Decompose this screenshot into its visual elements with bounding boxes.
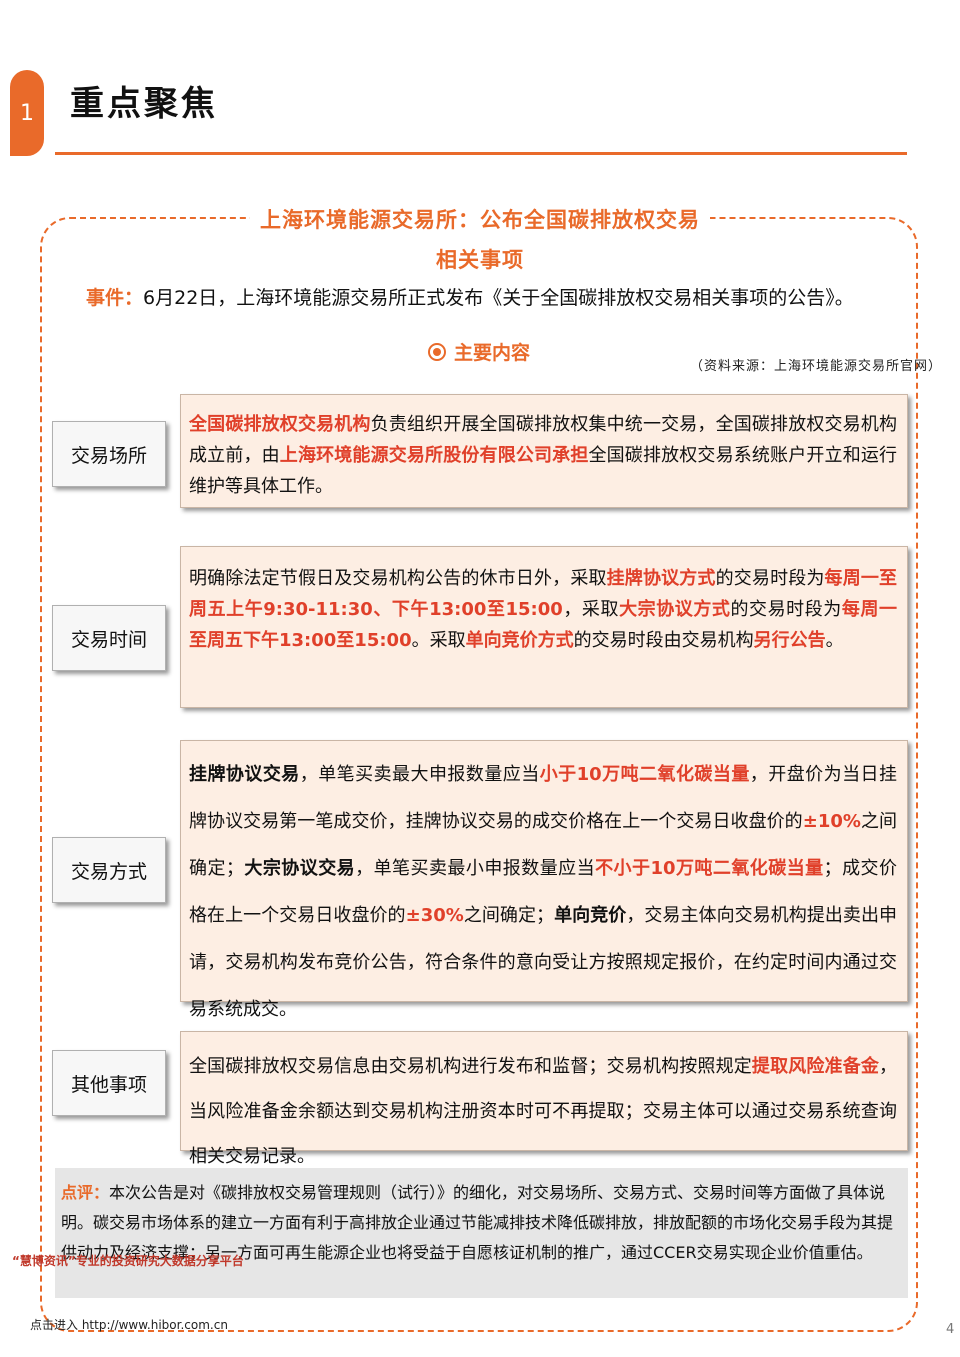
bold-text: 挂牌协议交易: [189, 764, 300, 785]
event-text: 6月22日，上海环境能源交易所正式发布《关于全国碳排放权交易相关事项的公告》。: [143, 287, 854, 309]
main-content-heading: 主要内容: [428, 338, 530, 365]
target-bullet-icon: [428, 342, 446, 361]
section-title: 重点聚焦: [70, 84, 218, 124]
highlight-text: 大宗协议方式: [619, 599, 731, 620]
body-text: 的交易时段为: [730, 599, 842, 620]
highlight-text: 每周一至周五下午13:00至15:00: [189, 599, 898, 651]
panel-title: 上海环境能源交易所：公布全国碳排放权交易相关事项: [250, 200, 710, 280]
footer-link[interactable]: 点击进入 http://www.hibor.com.cn: [30, 1318, 228, 1332]
highlight-text: 不小于10万吨二氧化碳当量: [595, 858, 824, 879]
row-content-time: 明确除法定节假日及交易机构公告的休市日外，采取挂牌协议方式的交易时段为每周一至周…: [180, 546, 908, 708]
row-label-venue: 交易场所: [52, 421, 166, 487]
body-text: 。: [825, 630, 844, 651]
body-text: ，单笔买卖最小申报数量应当: [355, 858, 596, 879]
highlight-text: 上海环境能源交易所股份有限公司承担: [279, 445, 589, 466]
row-label-time: 交易时间: [52, 605, 166, 671]
row-label-other: 其他事项: [52, 1050, 166, 1116]
bold-text: 大宗协议交易: [243, 858, 356, 879]
source-note: （资料来源：上海环境能源交易所官网）: [690, 359, 943, 374]
comment-text: 本次公告是对《碳排放权交易管理规则（试行）》的细化，对交易场所、交易方式、交易时…: [61, 1183, 894, 1262]
main-content-label: 主要内容: [454, 342, 531, 364]
body-text: 之间确定；: [463, 905, 555, 926]
body-text: 。采取: [411, 630, 466, 651]
comment-label: 点评：: [61, 1183, 110, 1202]
body-text: 全国碳排放权交易信息由交易机构进行发布和监督；交易机构按照规定: [189, 1056, 752, 1077]
body-text: ，采取: [562, 599, 620, 620]
body-text: 明确除法定节假日及交易机构公告的休市日外，采取: [189, 568, 607, 589]
highlight-text: ±30%: [405, 905, 464, 926]
page-number: 4: [946, 1322, 955, 1337]
row-content-method: 挂牌协议交易，单笔买卖最大申报数量应当小于10万吨二氧化碳当量，开盘价为当日挂牌…: [180, 740, 908, 1020]
comment-box: 点评：本次公告是对《碳排放权交易管理规则（试行）》的细化，对交易场所、交易方式、…: [55, 1168, 908, 1298]
row-label-method: 交易方式: [52, 837, 166, 903]
body-text: 全国碳排放权交易系统账户开立和运行维护等具体工作。: [189, 445, 898, 497]
bold-text: 单向竞价: [554, 905, 627, 926]
body-text: ，交易主体向交易机构提出卖出申请，交易机构发布竞价公告，符合条件的意向受让方按照…: [189, 905, 898, 1020]
highlight-text: 挂牌协议方式: [606, 568, 716, 589]
highlight-text: 每周一至周五上午9:30-11:30、下午13:00至15:00: [189, 568, 898, 620]
event-label: 事件：: [86, 287, 144, 309]
event-line: 事件：6月22日，上海环境能源交易所正式发布《关于全国碳排放权交易相关事项的公告…: [86, 282, 906, 314]
header-divider: [55, 152, 907, 155]
body-text: ，开盘价为当日挂牌协议交易第一笔成交价，挂牌协议交易的成交价格在上一个交易日收盘…: [189, 764, 898, 832]
body-text: 的交易时段由交易机构: [573, 630, 754, 651]
highlight-text: 单向竞价方式: [465, 630, 574, 651]
highlight-text: 另行公告: [753, 630, 826, 651]
highlight-text: 全国碳排放权交易机构: [189, 414, 371, 435]
body-text: 之间确定；: [189, 811, 898, 879]
section-number-badge: 1: [10, 70, 44, 156]
highlight-text: ±10%: [802, 811, 861, 832]
footer-promo: “慧博资讯”专业的投资研究大数据分享平台: [12, 1254, 244, 1268]
body-text: ；成交价格在上一个交易日收盘价的: [189, 858, 898, 926]
highlight-text: 提取风险准备金: [751, 1056, 880, 1077]
highlight-text: 小于10万吨二氧化碳当量: [539, 764, 750, 785]
body-text: ，当风险准备金余额达到交易机构注册资本时可不再提取；交易主体可以通过交易系统查询…: [189, 1056, 898, 1167]
body-text: ，单笔买卖最大申报数量应当: [299, 764, 540, 785]
body-text: 负责组织开展全国碳排放权集中统一交易，全国碳排放权交易机构成立前，由: [189, 414, 897, 466]
row-content-other: 全国碳排放权交易信息由交易机构进行发布和监督；交易机构按照规定提取风险准备金，当…: [180, 1031, 908, 1167]
row-content-venue: 全国碳排放权交易机构负责组织开展全国碳排放权集中统一交易，全国碳排放权交易机构成…: [180, 394, 908, 508]
body-text: 的交易时段为: [715, 568, 825, 589]
